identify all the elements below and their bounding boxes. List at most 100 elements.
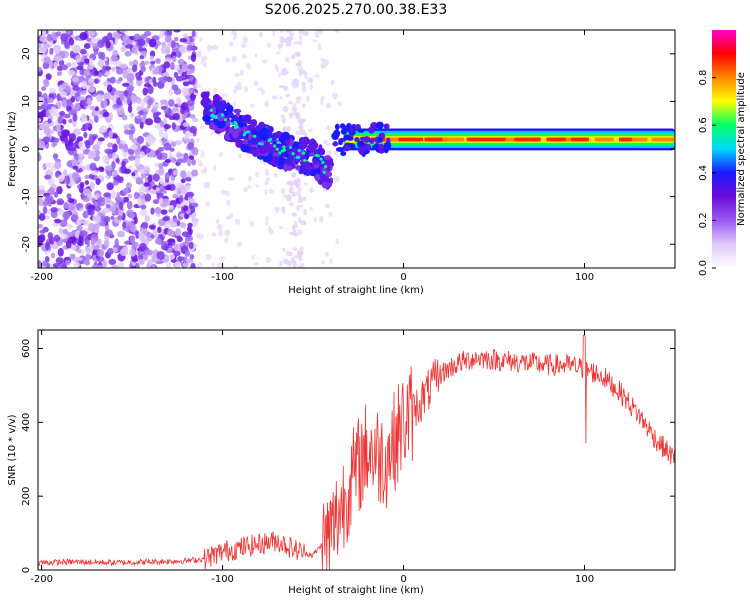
spectrogram-cell bbox=[111, 160, 116, 170]
spectrogram-cell bbox=[322, 170, 326, 174]
spectrogram-cell bbox=[67, 203, 76, 212]
spectrogram-cell bbox=[89, 57, 94, 66]
spectrogram-cell bbox=[38, 234, 45, 243]
spectrogram-cell bbox=[198, 37, 203, 42]
spectrogram-cell bbox=[70, 214, 78, 223]
spectrogram-cell bbox=[129, 224, 137, 233]
spectrogram-cell bbox=[106, 84, 113, 93]
spectrogram-cell bbox=[99, 110, 104, 115]
spectrogram-cell bbox=[83, 42, 91, 49]
spectrogram-cell bbox=[42, 136, 51, 143]
spectrogram-cell bbox=[57, 175, 65, 183]
spectrogram-cell bbox=[186, 44, 193, 51]
spectrogram-cell bbox=[335, 238, 340, 245]
spectrogram-cell bbox=[321, 259, 325, 265]
spectrogram-cell bbox=[177, 58, 185, 65]
spectrogram-y-label: Frequency (Hz) bbox=[7, 111, 18, 187]
spectrogram-cell bbox=[163, 124, 171, 130]
y-tick-label: 20 bbox=[21, 47, 32, 60]
spectrogram-cell bbox=[304, 164, 313, 172]
colorbar-gradient bbox=[712, 30, 736, 268]
spectrogram-cell bbox=[137, 254, 144, 261]
spectrogram-cell bbox=[247, 130, 251, 134]
spectrogram-cell bbox=[265, 221, 269, 226]
spectrogram-cell bbox=[203, 166, 207, 172]
spectrogram-cell bbox=[198, 159, 202, 166]
spectrogram-cell bbox=[145, 118, 154, 126]
spectrogram-cell bbox=[286, 194, 292, 202]
spectrogram-cell bbox=[210, 129, 215, 136]
spectrogram-cell bbox=[298, 30, 305, 35]
spectrogram-cell bbox=[92, 144, 101, 151]
spectrogram-cell bbox=[41, 102, 49, 110]
spectrogram-cell bbox=[212, 44, 219, 51]
spectrogram-cell bbox=[155, 186, 160, 192]
spectrogram-cell bbox=[176, 153, 185, 158]
spectrogram-cell bbox=[176, 236, 183, 243]
spectrogram-cell bbox=[284, 158, 291, 164]
spectrogram-cell bbox=[271, 95, 278, 100]
spectrogram-cell bbox=[66, 223, 73, 230]
spectrogram-cell bbox=[125, 182, 132, 190]
spectrogram-cell bbox=[170, 40, 176, 49]
spectrogram-cell bbox=[292, 229, 297, 235]
spectrogram-cell bbox=[294, 51, 300, 57]
spectrogram-cell bbox=[56, 71, 62, 77]
spectrogram-cell bbox=[54, 55, 63, 62]
spectrogram-cell bbox=[129, 60, 134, 66]
spectrogram-cell bbox=[308, 188, 314, 193]
spectrogram-cell bbox=[531, 137, 541, 142]
spectrogram-cell bbox=[152, 76, 157, 84]
spectrogram-cell bbox=[246, 63, 251, 70]
spectrogram-cell bbox=[149, 38, 157, 48]
spectrogram-cell bbox=[183, 205, 189, 212]
spectrogram-cell bbox=[325, 102, 332, 109]
spectrogram-cell bbox=[253, 134, 257, 138]
spectrogram-cell bbox=[119, 93, 125, 102]
spectrogram-cell bbox=[187, 222, 193, 228]
spectrogram-cell bbox=[159, 30, 165, 36]
spectrogram-cell bbox=[197, 52, 202, 58]
spectrogram-cell bbox=[52, 262, 60, 268]
spectrogram-cell bbox=[106, 182, 114, 191]
spectrogram-cell bbox=[372, 144, 379, 150]
spectrogram-cell bbox=[195, 83, 201, 89]
spectrogram-cell bbox=[346, 136, 354, 141]
x-tick-label: 0 bbox=[400, 272, 406, 283]
spectrogram-cell bbox=[285, 260, 291, 265]
spectrogram-cell bbox=[622, 137, 648, 142]
x-tick-label: 100 bbox=[575, 574, 594, 585]
spectrogram-cell bbox=[233, 108, 242, 114]
spectrogram-cell bbox=[38, 139, 43, 148]
snr-panel: -200 -100 0 100 0 200 400 600 Height of straig… bbox=[7, 329, 676, 596]
spectrogram-cell bbox=[43, 127, 51, 136]
spectrogram-cell bbox=[267, 143, 272, 150]
spectrogram-cell bbox=[66, 193, 72, 200]
spectrogram-cell bbox=[189, 254, 195, 260]
spectrogram-cell bbox=[362, 136, 371, 143]
spectrogram-cell bbox=[159, 99, 168, 104]
spectrogram-cell bbox=[127, 194, 133, 199]
spectrogram-cell bbox=[287, 147, 294, 152]
spectrogram-cell bbox=[120, 46, 126, 53]
spectrogram-cell bbox=[283, 163, 288, 172]
spectrogram-cell bbox=[88, 78, 95, 84]
spectrogram-cell bbox=[47, 118, 52, 124]
spectrogram-cell bbox=[268, 188, 275, 194]
spectrogram-cell bbox=[84, 246, 93, 254]
spectrogram-cell bbox=[264, 189, 268, 196]
spectrogram-cell bbox=[181, 63, 188, 72]
spectrogram-cell bbox=[289, 33, 295, 37]
spectrogram-cell bbox=[188, 241, 194, 250]
spectrogram-cell bbox=[167, 247, 173, 252]
spectrogram-cell bbox=[163, 132, 169, 140]
spectrogram-cell bbox=[292, 247, 298, 251]
colorbar-tick-label: 0.4 bbox=[698, 165, 709, 181]
spectrogram-cell bbox=[147, 98, 154, 106]
spectrogram-cell bbox=[38, 105, 43, 111]
spectrogram-cell bbox=[140, 204, 147, 210]
spectrogram-cell bbox=[369, 138, 375, 144]
spectrogram-cell bbox=[292, 261, 297, 268]
spectrogram-cell bbox=[297, 229, 303, 235]
spectrogram-cell bbox=[385, 137, 397, 142]
